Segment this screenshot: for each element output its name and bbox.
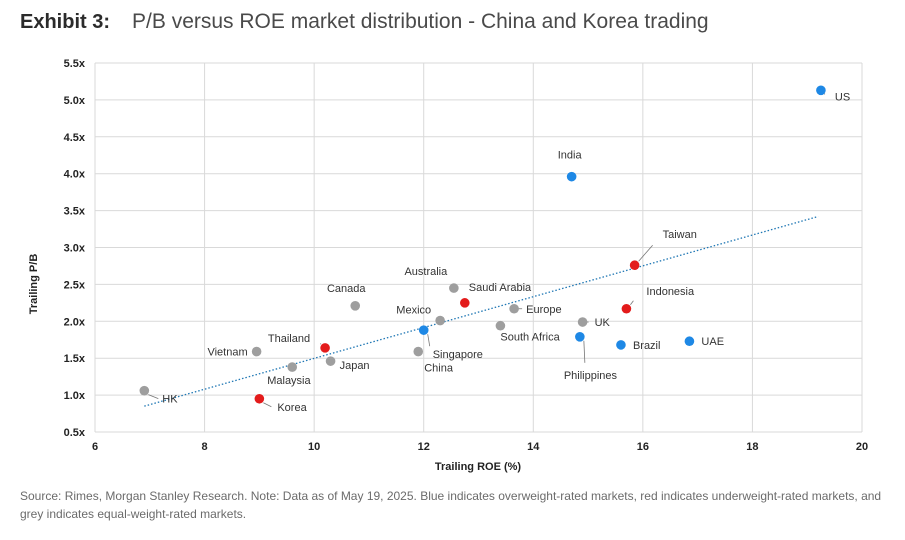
point-label: Thailand bbox=[268, 333, 310, 345]
data-point-mexico bbox=[435, 315, 445, 326]
y-tick-label: 3.5x bbox=[64, 206, 86, 218]
y-tick-label: 5.5x bbox=[64, 58, 86, 70]
point-label: China bbox=[424, 363, 454, 375]
axis-ticks: 6 8 10 12 14 16 18 20 0.5x 1.0x 1.5x 2.0x 2.5x 3.0x 3.… bbox=[64, 58, 869, 453]
x-tick-label: 18 bbox=[746, 441, 758, 453]
data-point-hk bbox=[139, 385, 150, 396]
label-leader-line bbox=[638, 244, 653, 262]
point-label: Europe bbox=[526, 304, 561, 316]
data-point-korea bbox=[254, 393, 265, 404]
label-leader-line bbox=[263, 402, 272, 408]
y-tick-label: 2.5x bbox=[64, 279, 86, 291]
data-point-us bbox=[816, 85, 826, 96]
y-tick-label: 0.5x bbox=[64, 427, 86, 439]
data-point-thailand bbox=[320, 343, 330, 353]
point-label: UAE bbox=[701, 336, 724, 348]
y-axis-label: Trailing P/B bbox=[28, 254, 40, 315]
data-point-philippines bbox=[575, 331, 585, 342]
label-leader-line bbox=[583, 340, 586, 363]
point-label: Indonesia bbox=[646, 286, 695, 298]
label-leader-line bbox=[427, 334, 431, 347]
x-axis-label: Trailing ROE (%) bbox=[435, 461, 522, 473]
point-label: Taiwan bbox=[663, 229, 697, 241]
data-points: US India Taiwan Indonesia Australia Saudi Ara… bbox=[139, 85, 850, 414]
x-tick-label: 20 bbox=[856, 441, 868, 453]
point-label: Saudi Arabia bbox=[469, 282, 532, 294]
scatter-chart: US India Taiwan Indonesia Australia Saudi Ara… bbox=[28, 58, 869, 473]
data-point-japan bbox=[325, 356, 336, 366]
point-label: Japan bbox=[340, 360, 370, 372]
data-point-malaysia bbox=[287, 362, 298, 372]
data-point-vietnam bbox=[251, 346, 262, 357]
data-point-saudi-arabia bbox=[460, 298, 470, 308]
x-tick-label: 8 bbox=[202, 441, 208, 453]
chart-grid bbox=[94, 62, 863, 433]
data-point-europe bbox=[509, 303, 519, 314]
y-tick-label: 4.0x bbox=[64, 169, 86, 181]
x-tick-label: 6 bbox=[92, 441, 98, 453]
trend-line-group bbox=[144, 215, 819, 407]
point-label: Mexico bbox=[396, 305, 431, 317]
data-point-brazil bbox=[616, 340, 626, 350]
label-leader-line bbox=[630, 300, 634, 305]
data-point-australia bbox=[449, 283, 459, 293]
exhibit-number: Exhibit 3: bbox=[20, 11, 111, 33]
chart-title: P/B versus ROE market distribution - Chi… bbox=[132, 10, 709, 33]
data-point-uae bbox=[684, 336, 695, 347]
y-tick-label: 5.0x bbox=[64, 95, 86, 107]
point-label: Brazil bbox=[633, 340, 661, 352]
x-tick-label: 14 bbox=[527, 441, 540, 453]
data-point-taiwan bbox=[629, 260, 640, 271]
data-point-canada bbox=[350, 301, 361, 311]
point-label: Malaysia bbox=[267, 375, 311, 387]
point-label: HK bbox=[162, 394, 178, 406]
x-tick-label: 16 bbox=[637, 441, 649, 453]
point-label: Australia bbox=[404, 266, 448, 278]
data-point-singapore bbox=[418, 325, 429, 335]
point-label: Korea bbox=[277, 402, 307, 414]
data-point-indonesia bbox=[621, 303, 632, 314]
trend-line bbox=[144, 215, 819, 407]
point-label: UK bbox=[595, 317, 611, 329]
y-tick-label: 1.0x bbox=[64, 390, 86, 402]
x-tick-label: 10 bbox=[308, 441, 320, 453]
data-point-uk bbox=[577, 317, 588, 327]
point-label: South Africa bbox=[500, 332, 560, 344]
y-tick-label: 2.0x bbox=[64, 316, 86, 328]
data-point-china bbox=[413, 346, 424, 357]
source-note: Source: Rimes, Morgan Stanley Research. … bbox=[20, 489, 882, 521]
label-leader-line bbox=[148, 394, 159, 400]
y-tick-label: 4.5x bbox=[64, 132, 86, 144]
point-label: Singapore bbox=[433, 349, 483, 361]
exhibit-header: Exhibit 3: P/B versus ROE market distrib… bbox=[20, 10, 709, 42]
y-tick-label: 3.0x bbox=[64, 243, 86, 255]
data-point-south-africa bbox=[495, 320, 506, 331]
x-tick-label: 12 bbox=[418, 441, 430, 453]
point-label: Vietnam bbox=[207, 347, 247, 359]
point-label: Canada bbox=[327, 283, 366, 295]
point-label: India bbox=[558, 150, 583, 162]
point-label: US bbox=[835, 91, 850, 103]
data-point-india bbox=[566, 171, 577, 182]
point-label: Philippines bbox=[564, 370, 618, 382]
y-tick-label: 1.5x bbox=[64, 353, 86, 365]
